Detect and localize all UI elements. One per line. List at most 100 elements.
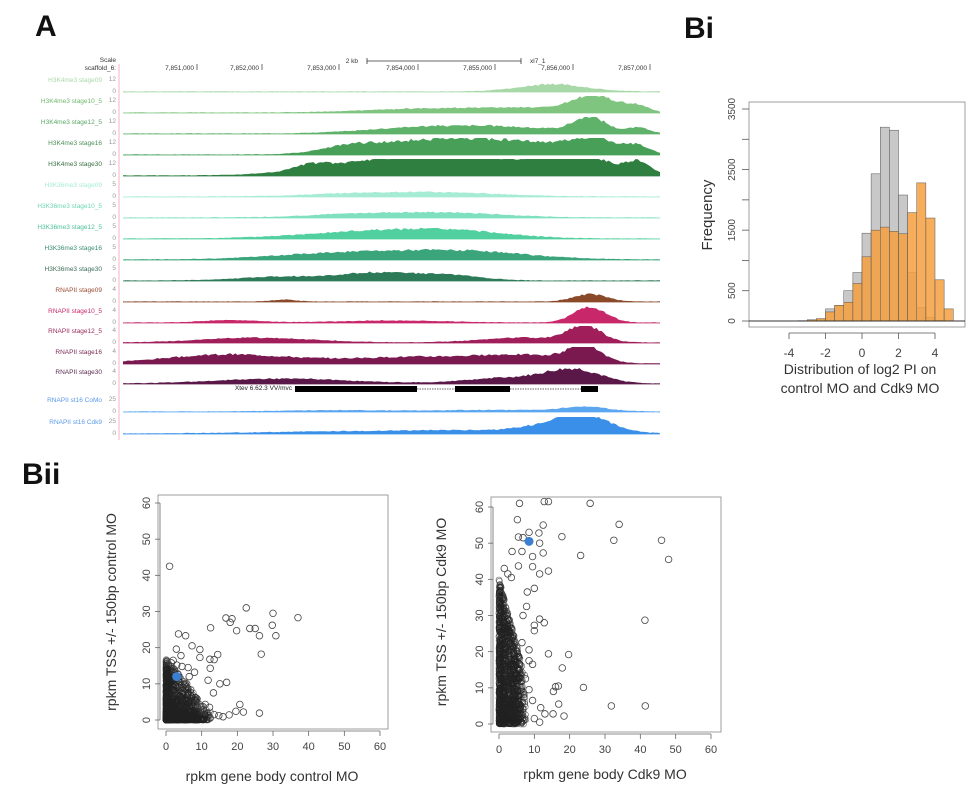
x-tick-label: 50 (670, 744, 682, 756)
panel-label-bi: Bi (684, 12, 714, 45)
y-tick-label: 0 (141, 717, 153, 723)
x-tick-label: 4 (932, 346, 939, 360)
track-max-label: 25 (109, 418, 117, 425)
track-max-label: 12 (109, 97, 117, 104)
track-max-label: 4 (112, 286, 116, 293)
track-label: H3K4me3 stage12_5 (41, 119, 102, 126)
coord-tick-label: 7,851,000 (165, 65, 194, 72)
scatter-point (558, 532, 566, 541)
track-min-label: 0 (112, 193, 116, 200)
scatter-point (528, 696, 537, 705)
signal-area (123, 211, 660, 218)
scatter-point (525, 528, 533, 537)
track-min-label: 0 (112, 172, 116, 179)
track-min-label: 0 (112, 214, 116, 221)
scatter-point (664, 555, 673, 564)
track-min-label: 0 (112, 130, 116, 137)
track-label: RNAPII st16 Cdk9 (49, 419, 102, 426)
track: H3K36me3 stage12_5 5 0 (37, 223, 660, 242)
x-tick-label: 30 (267, 741, 279, 753)
x-tick-label: 50 (338, 741, 350, 753)
x-axis-label-line1: Distribution of log2 PI on (784, 361, 937, 377)
highlighted-gene-point (524, 536, 534, 546)
scatter-point (641, 616, 649, 624)
y-tick-label: 20 (474, 646, 486, 658)
y-tick-label: 60 (474, 501, 486, 513)
x-tick-label: -2 (820, 346, 831, 360)
y-tick-label: 0 (474, 721, 486, 727)
scatter-point (518, 638, 526, 647)
signal-area (123, 96, 660, 113)
signal-area (123, 406, 660, 412)
scatter-point (535, 615, 544, 623)
scatter-point (535, 539, 544, 547)
scatter-point (657, 536, 666, 544)
track-max-label: 4 (112, 327, 116, 334)
track-label: RNAPII stage30 (55, 369, 102, 376)
scatter-point (555, 700, 563, 708)
x-tick-label: 60 (705, 744, 717, 756)
y-axis-label: rpkm TSS +/- 150bp Cdk9 MO (433, 518, 449, 707)
track: H3K4me3 stage10_5 12 0 (41, 96, 660, 116)
track: RNAPII stage30 4 0 (55, 368, 660, 387)
scatter-point (528, 562, 537, 571)
track-min-label: 0 (112, 256, 116, 263)
y-tick-label: 500 (727, 282, 738, 299)
scatter-point (641, 702, 649, 710)
signal-area (123, 326, 660, 343)
scatter-point (514, 562, 523, 570)
track-label: RNAPII stage16 (55, 349, 102, 356)
scatter-point (541, 710, 549, 718)
scatter-point (508, 547, 516, 556)
track: H3K4me3 stage30 12 0 (48, 159, 660, 179)
coord-tick-label: 7,854,000 (386, 65, 415, 72)
track-label: RNAPII stage09 (55, 287, 102, 294)
y-axis-label: Frequency (699, 179, 716, 250)
signal-area (123, 368, 660, 384)
x-tick-label: 40 (634, 744, 646, 756)
track: RNAPII stage12_5 4 0 (48, 326, 660, 346)
coord-tick-label: 7,855,000 (463, 65, 492, 72)
x-tick-label: 0 (496, 744, 502, 756)
signal-area (123, 248, 660, 260)
track: H3K36me3 stage30 5 0 (45, 265, 660, 284)
scatter-point (507, 573, 516, 582)
signal-area (123, 347, 660, 364)
track-max-label: 5 (112, 181, 116, 188)
track-min-label: 0 (112, 151, 116, 158)
track-max-label: 25 (109, 396, 117, 403)
scatter-point (549, 710, 557, 718)
y-tick-label: 0 (727, 318, 738, 324)
signal-area (123, 83, 660, 92)
track-min-label: 0 (112, 319, 116, 326)
track-max-label: 5 (112, 244, 116, 251)
track: RNAPII stage16 4 0 (55, 347, 660, 367)
scatter-point (525, 657, 533, 665)
track: H3K36me3 stage16 5 0 (45, 244, 660, 263)
track-max-label: 12 (109, 139, 117, 146)
track-label: RNAPII stage10_5 (48, 308, 102, 315)
signal-area (123, 191, 660, 197)
track: H3K4me3 stage09 12 0 (48, 76, 660, 95)
track-label: H3K4me3 stage09 (48, 77, 102, 84)
track: H3K4me3 stage16 12 0 (48, 138, 660, 158)
scatter-point (576, 551, 585, 560)
signal-area (123, 227, 660, 239)
coord-tick-label: 7,853,000 (307, 65, 336, 72)
track-min-label: 0 (112, 109, 116, 116)
track-label: H3K36me3 stage16 (45, 245, 103, 252)
track-label: RNAPII st16 CoMo (47, 397, 102, 404)
y-tick-label: 60 (141, 497, 153, 509)
scatter-point (607, 702, 616, 710)
scatter-point (535, 529, 543, 537)
gene-label: Xtev 6.62.3 VV/mvc (235, 385, 293, 392)
signal-area (123, 138, 660, 155)
y-tick-label: 50 (141, 533, 153, 545)
x-tick-label: 10 (528, 744, 540, 756)
plot-frame (748, 101, 966, 328)
y-tick-label: 20 (141, 642, 153, 654)
exon-1 (295, 386, 417, 392)
track-max-label: 4 (112, 368, 116, 375)
